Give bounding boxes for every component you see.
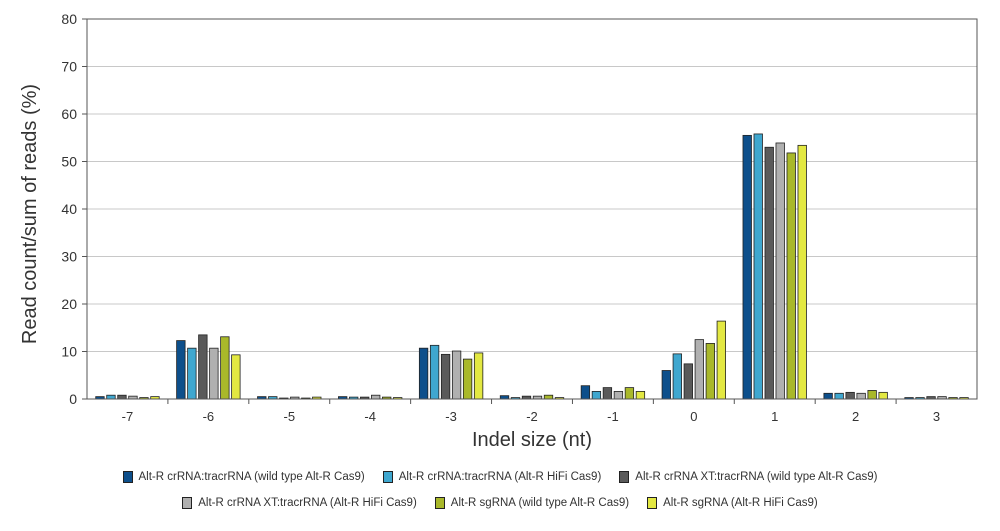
- bar: [742, 134, 752, 400]
- bar: [176, 340, 186, 400]
- legend-item-1: Alt-R crRNA:tracrRNA (Alt-R HiFi Cas9): [382, 471, 602, 483]
- bar: [462, 358, 473, 400]
- legend-swatch: [647, 497, 658, 509]
- bar: [209, 347, 219, 400]
- legend-item-4: Alt-R sgRNA (wild type Alt-R Cas9): [434, 497, 630, 509]
- bar: [775, 142, 785, 400]
- legend-label: Alt-R crRNA:tracrRNA (wild type Alt-R Ca…: [138, 471, 365, 483]
- y-axis-label: Read count/sum of reads (%): [19, 84, 41, 344]
- y-tick-label: 30: [61, 249, 77, 265]
- x-axis-label: Indel size (nt): [472, 429, 592, 451]
- bar: [187, 347, 197, 400]
- bar: [106, 394, 116, 400]
- x-tick-label: -1: [607, 409, 619, 424]
- bar: [683, 363, 693, 400]
- bar: [580, 385, 591, 400]
- y-tick-labels: 0 10 20 30 40 50 60 70 80: [61, 11, 87, 407]
- bar: [429, 344, 440, 400]
- x-tick-label: -2: [526, 409, 538, 424]
- bar: [451, 350, 462, 400]
- legend-item-5: Alt-R sgRNA (Alt-R HiFi Cas9): [647, 497, 818, 509]
- bar: [878, 391, 888, 400]
- y-tick-label: 80: [61, 11, 77, 27]
- legend-item-2: Alt-R crRNA XT:tracrRNA (wild type Alt-R…: [619, 471, 877, 483]
- x-tick-label: 0: [690, 409, 697, 424]
- legend-swatch: [434, 497, 445, 509]
- legend-item-3: Alt-R crRNA XT:tracrRNA (Alt-R HiFi Cas9…: [182, 497, 417, 509]
- y-tick-label: 0: [69, 391, 77, 407]
- legend-swatch: [122, 471, 133, 483]
- legend-item-0: Alt-R crRNA:tracrRNA (wild type Alt-R Ca…: [122, 471, 365, 483]
- x-tick-label: 1: [771, 409, 778, 424]
- x-tick-label: -7: [122, 409, 134, 424]
- bar: [198, 334, 208, 400]
- bar: [834, 392, 844, 400]
- bar: [716, 320, 726, 400]
- bar: [440, 353, 451, 400]
- bar: [602, 387, 613, 400]
- bar: [764, 146, 774, 400]
- bar: [672, 353, 682, 400]
- bar: [661, 370, 671, 400]
- x-tick-label: -3: [445, 409, 457, 424]
- y-tick-label: 10: [61, 344, 77, 360]
- x-tick-label: -6: [203, 409, 215, 424]
- bars: [95, 133, 969, 400]
- y-tick-label: 50: [61, 154, 77, 170]
- legend-row-2: Alt-R crRNA XT:tracrRNA (Alt-R HiFi Cas9…: [0, 497, 1000, 509]
- x-tick-label: 3: [933, 409, 940, 424]
- bar: [624, 387, 635, 400]
- bar: [591, 390, 602, 400]
- bar: [231, 354, 241, 400]
- bar: [635, 390, 646, 400]
- legend-label: Alt-R sgRNA (Alt-R HiFi Cas9): [663, 497, 818, 509]
- bar: [371, 394, 381, 400]
- legend-label: Alt-R crRNA:tracrRNA (Alt-R HiFi Cas9): [398, 471, 602, 483]
- bar: [117, 394, 127, 400]
- bar: [543, 394, 554, 400]
- x-tick-label: -5: [283, 409, 295, 424]
- legend-swatch: [182, 497, 193, 509]
- bar: [753, 133, 763, 400]
- bar: [613, 390, 624, 400]
- bar: [797, 144, 807, 400]
- bar: [786, 152, 796, 400]
- bar: [823, 392, 833, 400]
- y-tick-label: 60: [61, 106, 77, 122]
- legend-label: Alt-R crRNA XT:tracrRNA (wild type Alt-R…: [635, 471, 878, 483]
- bar: [867, 390, 877, 400]
- legend-swatch: [382, 471, 393, 483]
- y-tick-label: 20: [61, 296, 77, 312]
- bar: [705, 343, 715, 400]
- legend-row-1: Alt-R crRNA:tracrRNA (wild type Alt-R Ca…: [0, 471, 1000, 483]
- bar: [845, 391, 855, 400]
- x-tick-label: -4: [364, 409, 376, 424]
- bar: [694, 339, 704, 400]
- legend-label: Alt-R sgRNA (wild type Alt-R Cas9): [450, 497, 630, 509]
- x-tick-label: 2: [852, 409, 859, 424]
- y-tick-label: 40: [61, 201, 77, 217]
- x-tick-labels: -7 -6 -5 -4 -3 -2 -1 0 1 2 3: [122, 399, 940, 424]
- y-tick-label: 70: [61, 59, 77, 75]
- legend-label: Alt-R crRNA XT:tracrRNA (Alt-R HiFi Cas9…: [198, 497, 417, 509]
- bar: [856, 392, 866, 400]
- legend-swatch: [619, 471, 630, 483]
- bar: [418, 347, 429, 400]
- bar: [220, 336, 230, 400]
- bar: [473, 352, 484, 400]
